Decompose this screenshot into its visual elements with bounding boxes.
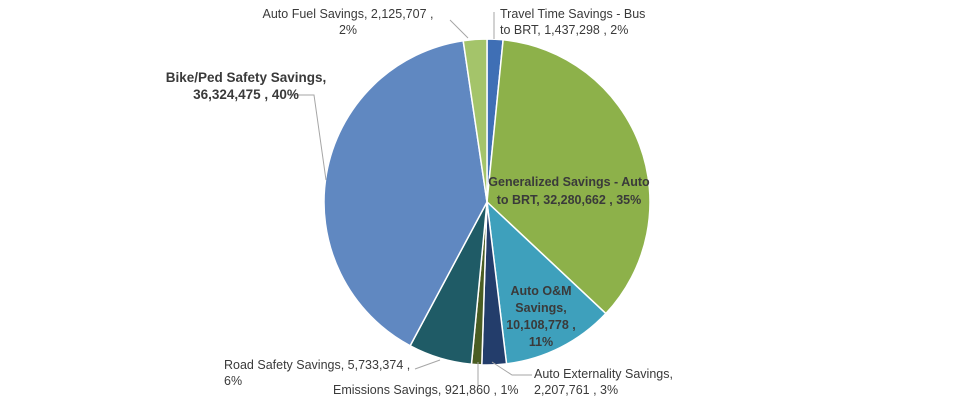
- data-label-7: Bike/Ped Safety Savings, 36,324,475 , 40%: [166, 70, 327, 102]
- data-label-2-line-2: to BRT, 32,280,662 , 35%: [497, 193, 642, 207]
- data-label-4: Auto Externality Savings, 2,207,761 , 3%: [534, 367, 673, 397]
- pie-slice-2: [486, 38, 651, 315]
- data-label-8: Auto Fuel Savings, 2,125,707 , 2%: [263, 7, 434, 37]
- data-label-2-line-1: Generalized Savings - Auto: [488, 175, 650, 189]
- data-label-1: Travel Time Savings - Bus to BRT, 1,437,2…: [500, 7, 645, 37]
- data-label-4-line-1: Auto Externality Savings,: [534, 367, 673, 381]
- data-label-3-line-2: Savings,: [515, 301, 566, 315]
- data-label-7-line-1: Bike/Ped Safety Savings,: [166, 70, 327, 85]
- pie-slices: [323, 38, 651, 366]
- data-label-4-line-2: 2,207,761 , 3%: [534, 383, 618, 397]
- data-label-3-line-1: Auto O&M: [510, 284, 571, 298]
- leader-line-7: [290, 94, 327, 181]
- data-label-6-line-2: 6%: [224, 374, 242, 388]
- data-label-1-line-2: to BRT, 1,437,298 , 2%: [500, 23, 628, 37]
- data-label-7-line-2: 36,324,475 , 40%: [193, 87, 299, 102]
- leader-line-6: [414, 359, 441, 370]
- data-label-6-line-1: Road Safety Savings, 5,733,374 ,: [224, 358, 410, 372]
- data-label-8-line-1: Auto Fuel Savings, 2,125,707 ,: [263, 7, 434, 21]
- data-label-5: Emissions Savings, 921,860 , 1%: [333, 383, 519, 397]
- data-label-8-line-2: 2%: [339, 23, 357, 37]
- data-label-2: Generalized Savings - Auto to BRT, 32,280…: [488, 175, 650, 207]
- pie-slice-8: [462, 38, 488, 203]
- data-label-3-line-4: 11%: [529, 335, 553, 349]
- pie-slice-7: [323, 39, 488, 347]
- leader-lines: [290, 12, 532, 386]
- leader-line-4: [491, 361, 532, 376]
- leader-line-8: [449, 19, 469, 39]
- data-label-5-line-1: Emissions Savings, 921,860 , 1%: [333, 383, 519, 397]
- data-label-3-line-3: 10,108,778 ,: [506, 318, 576, 332]
- data-labels: Travel Time Savings - Bus to BRT, 1,437,2…: [166, 7, 673, 397]
- pie-slice-3: [486, 200, 607, 365]
- data-label-1-line-1: Travel Time Savings - Bus: [500, 7, 645, 21]
- data-label-3: Auto O&M Savings, 10,108,778 , 11%: [506, 284, 576, 349]
- data-label-6: Road Safety Savings, 5,733,374 , 6%: [224, 358, 410, 388]
